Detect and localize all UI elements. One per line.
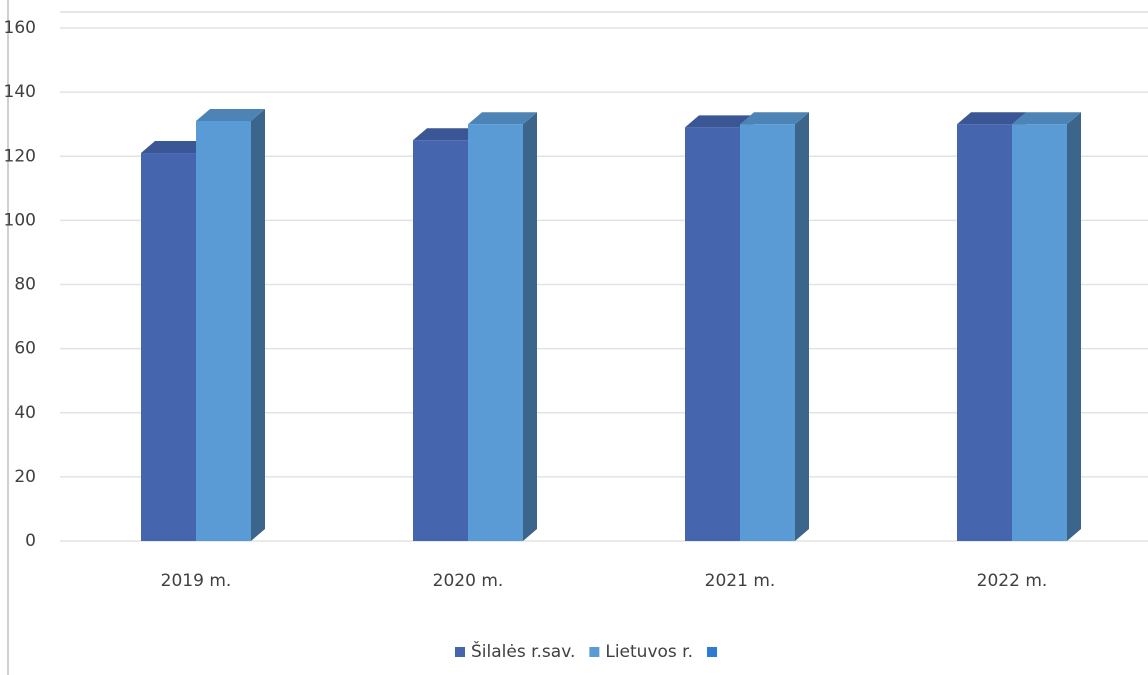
legend-swatch <box>455 647 465 657</box>
y-tick-label: 20 <box>14 467 36 487</box>
legend-label: Lietuvos r. <box>605 642 693 662</box>
bar-front <box>1012 124 1067 541</box>
bar-top <box>196 108 265 121</box>
bar <box>468 112 537 541</box>
legend-label: Šilalės r.sav. <box>471 640 575 662</box>
legend-swatch <box>707 647 718 657</box>
bar <box>740 112 809 541</box>
bar-top <box>740 112 809 125</box>
y-tick-label: 140 <box>4 82 36 102</box>
bar-front <box>740 124 795 541</box>
legend-swatch <box>589 647 600 657</box>
bar-front <box>685 127 740 542</box>
bar-side <box>795 112 809 541</box>
x-tick-label: 2022 m. <box>977 571 1048 591</box>
x-tick-label: 2019 m. <box>161 571 232 591</box>
bar-top <box>1012 112 1081 125</box>
bar-side <box>251 108 265 541</box>
bar-front <box>468 124 523 541</box>
x-tick-label: 2020 m. <box>433 571 504 591</box>
bar <box>196 108 265 541</box>
x-tick-label: 2021 m. <box>705 571 776 591</box>
y-tick-label: 60 <box>14 339 36 359</box>
bar-front <box>141 153 196 541</box>
bar-top <box>141 141 210 154</box>
bar-front <box>957 124 1012 541</box>
bar-front <box>196 120 251 541</box>
bar-side <box>1067 112 1081 541</box>
y-tick-label: 160 <box>4 18 36 38</box>
bar-top <box>413 128 482 141</box>
y-tick-label: 0 <box>25 531 36 551</box>
y-tick-label: 80 <box>14 275 36 295</box>
y-tick-label: 120 <box>4 146 36 166</box>
bar-top <box>957 112 1026 125</box>
bar-front <box>413 140 468 541</box>
bar-side <box>523 112 537 541</box>
y-tick-label: 40 <box>14 403 36 423</box>
bar-top <box>685 115 754 128</box>
bar <box>685 115 754 542</box>
y-tick-label: 100 <box>4 210 36 230</box>
bar-top <box>468 112 537 125</box>
bar <box>1012 112 1081 541</box>
